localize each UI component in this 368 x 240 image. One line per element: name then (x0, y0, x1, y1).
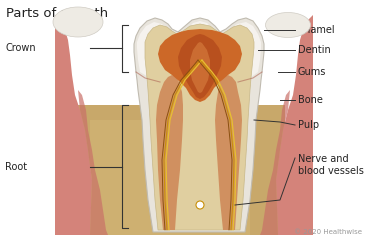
Text: Pulp: Pulp (298, 120, 319, 130)
Text: Nerve and
blood vessels: Nerve and blood vessels (298, 154, 364, 176)
Text: Root: Root (5, 162, 27, 172)
Text: Parts of a tooth: Parts of a tooth (6, 7, 108, 20)
Text: Enamel: Enamel (298, 25, 335, 35)
Ellipse shape (53, 7, 103, 37)
Polygon shape (156, 75, 183, 230)
Polygon shape (55, 105, 285, 235)
Text: Dentin: Dentin (298, 45, 331, 55)
Polygon shape (145, 24, 254, 230)
Polygon shape (190, 42, 210, 93)
Polygon shape (158, 29, 242, 102)
Text: © 2020 Healthwise: © 2020 Healthwise (294, 229, 362, 235)
Text: Bone: Bone (298, 95, 323, 105)
Text: Gums: Gums (298, 67, 326, 77)
Polygon shape (276, 15, 313, 235)
Polygon shape (55, 15, 92, 235)
Polygon shape (215, 75, 242, 230)
Circle shape (196, 201, 204, 209)
Polygon shape (78, 90, 108, 235)
Polygon shape (178, 34, 222, 99)
Polygon shape (137, 21, 261, 88)
Polygon shape (134, 18, 264, 232)
Polygon shape (260, 90, 290, 235)
Ellipse shape (265, 12, 311, 37)
Text: Crown: Crown (5, 43, 36, 53)
Polygon shape (90, 120, 250, 235)
